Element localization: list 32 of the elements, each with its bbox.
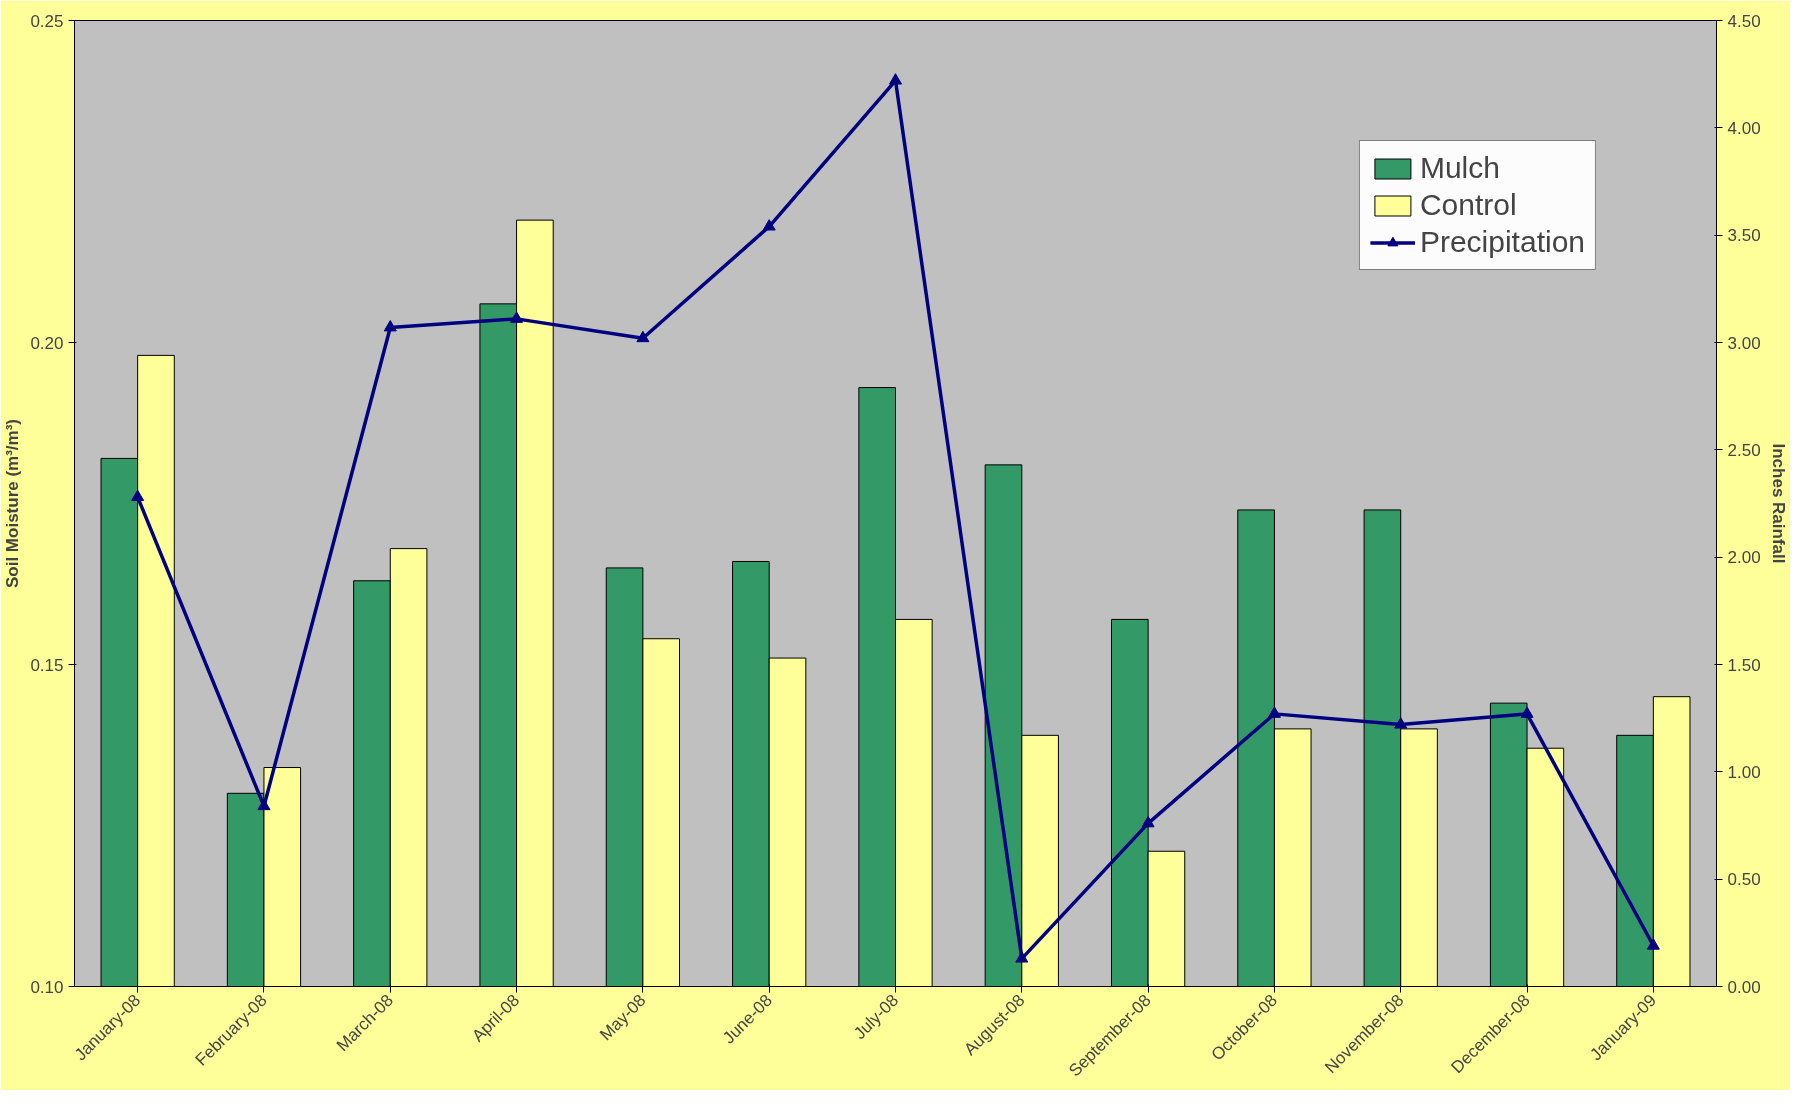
point bbox=[257, 798, 271, 811]
point bbox=[510, 311, 524, 323]
y2-tick-label: 2.00 bbox=[1727, 548, 1761, 568]
y2-tick-label: 2.50 bbox=[1727, 440, 1761, 460]
y2-tick-label: 3.00 bbox=[1727, 333, 1761, 353]
y2-tick-label: 3.50 bbox=[1727, 226, 1761, 246]
point bbox=[1015, 951, 1029, 963]
y-tick-label: 0.20 bbox=[30, 333, 64, 353]
y-tick-label: 0.25 bbox=[30, 11, 64, 31]
y-tick-label: 0.15 bbox=[30, 655, 64, 675]
y2-tick-label: 0.50 bbox=[1727, 870, 1761, 890]
y2-tick-label: 1.00 bbox=[1727, 762, 1761, 782]
y-tick-label: 0.10 bbox=[30, 977, 64, 997]
y2-tick-label: 4.50 bbox=[1727, 11, 1761, 31]
y2-tick-label: 0.00 bbox=[1727, 977, 1761, 997]
legend-label: Control bbox=[1419, 188, 1517, 222]
point bbox=[1141, 815, 1155, 828]
point bbox=[1520, 706, 1534, 718]
y-axis-title: Soil Moisture (m³/m³) bbox=[3, 418, 23, 589]
y2-axis-title: Inches Rainfall bbox=[1768, 443, 1788, 564]
point bbox=[383, 320, 397, 332]
point bbox=[762, 219, 776, 231]
y2-tick-label: 1.50 bbox=[1727, 655, 1761, 675]
point bbox=[1646, 938, 1660, 950]
point bbox=[1267, 706, 1281, 718]
point bbox=[889, 73, 902, 85]
legend-label: Precipitation bbox=[1419, 225, 1585, 259]
point bbox=[131, 489, 145, 502]
y2-tick-label: 4.00 bbox=[1727, 118, 1761, 138]
point bbox=[1394, 717, 1408, 729]
legend-label: Mulch bbox=[1419, 151, 1500, 185]
point bbox=[636, 330, 650, 343]
